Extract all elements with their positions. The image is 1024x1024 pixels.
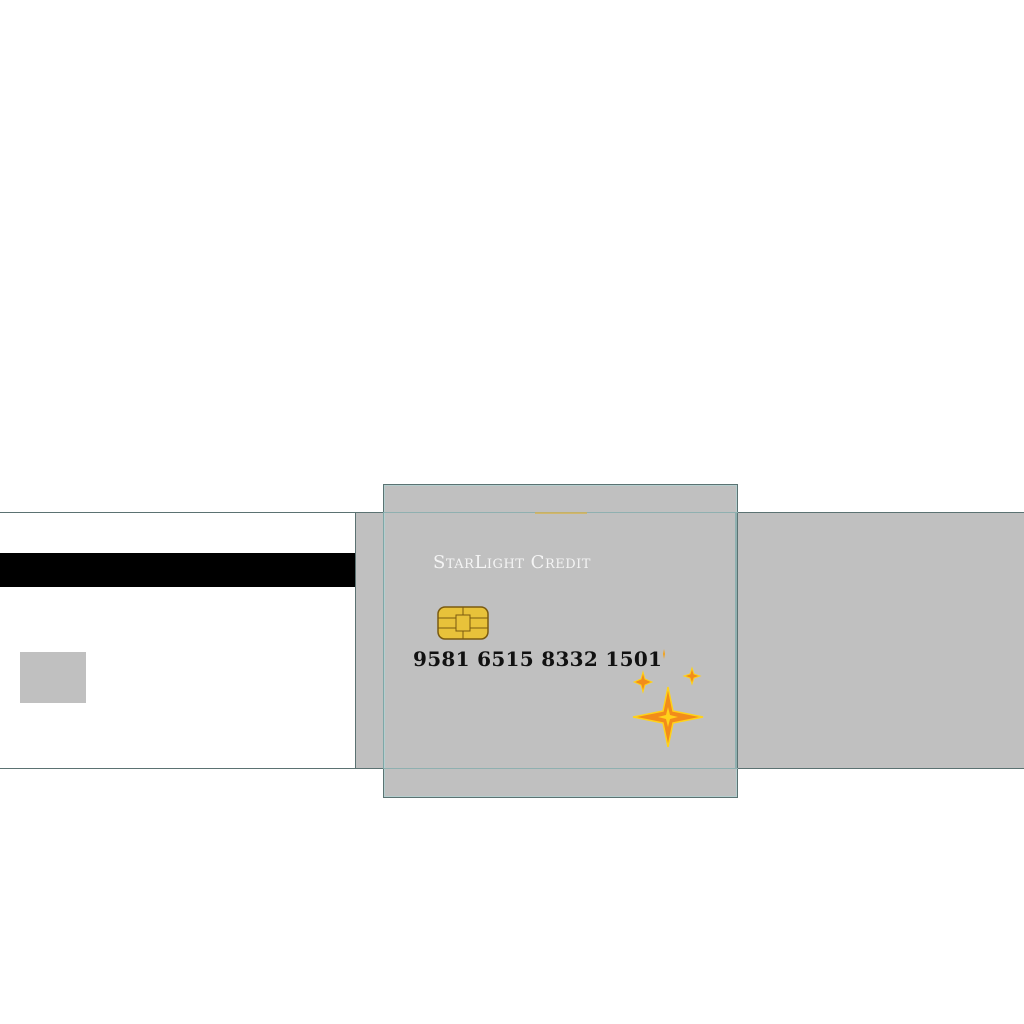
panel-seam-left [383, 512, 384, 769]
emv-chip-icon [437, 606, 489, 640]
card-back-panel [0, 512, 356, 769]
panel-fold-line-bottom [383, 768, 738, 769]
gold-accent-line [535, 512, 587, 514]
card-front-panel [383, 484, 738, 798]
card-number: 9581 6515 8332 1501 [413, 647, 663, 671]
card-brand-name: StarLight Credit [433, 552, 591, 573]
signature-panel [20, 652, 86, 703]
magnetic-stripe [0, 553, 355, 587]
sparkle-star-icon [632, 649, 704, 748]
panel-seam-right [735, 512, 737, 769]
